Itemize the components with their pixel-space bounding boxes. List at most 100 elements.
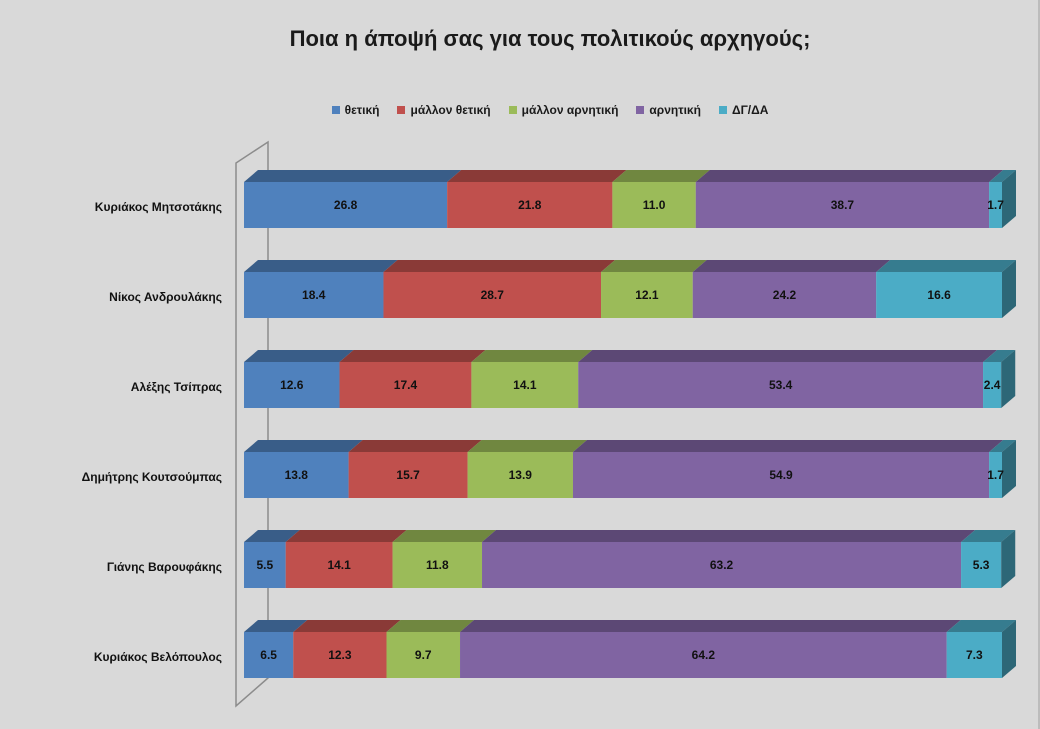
legend-swatch — [636, 106, 645, 114]
bar-segment — [244, 542, 286, 588]
bar-end-face — [1002, 170, 1016, 228]
bar-top-face — [244, 620, 308, 632]
bar-top-face — [946, 620, 1016, 632]
data-label: 21.8 — [518, 198, 542, 212]
category-label: Γιάνης Βαρουφάκης — [107, 560, 222, 574]
data-label: 15.7 — [396, 468, 420, 482]
bar-end-face — [1002, 620, 1016, 678]
bar-segment — [339, 362, 472, 408]
bar-segment — [692, 272, 877, 318]
bar-segment — [946, 632, 1002, 678]
bar-top-face — [386, 620, 475, 632]
bar-top-face — [695, 170, 1004, 182]
legend-item: μάλλον θετική — [397, 103, 491, 117]
legend-label: μάλλον θετική — [410, 103, 491, 117]
bar-top-face — [961, 530, 1016, 542]
data-label: 28.7 — [481, 288, 505, 302]
bar-segment — [244, 182, 448, 228]
data-label: 6.5 — [260, 648, 277, 662]
bar-top-face — [244, 170, 462, 182]
bar-top-face — [876, 260, 1016, 272]
bar-segment — [244, 362, 340, 408]
data-label: 38.7 — [831, 198, 855, 212]
data-label: 26.8 — [334, 198, 358, 212]
data-label: 17.4 — [394, 378, 418, 392]
bar-segment — [578, 362, 984, 408]
bar-end-face — [1001, 350, 1016, 408]
legend-label: θετική — [344, 103, 380, 117]
bar-segment — [983, 362, 1002, 408]
bar-segment — [392, 542, 483, 588]
data-label: 11.0 — [643, 198, 666, 212]
data-label: 54.9 — [769, 468, 793, 482]
data-label: 1.7 — [987, 468, 1004, 482]
bar-segment — [467, 452, 573, 498]
bar-segment — [989, 452, 1002, 498]
bar-segment — [695, 182, 990, 228]
bar-top-face — [293, 620, 401, 632]
bar-segment — [961, 542, 1002, 588]
bar-segment — [601, 272, 693, 318]
bar-segment — [989, 182, 1002, 228]
data-label: 24.2 — [773, 288, 797, 302]
bar-top-face — [989, 440, 1016, 452]
legend-swatch — [718, 106, 727, 114]
bar-segment — [471, 362, 579, 408]
bar-segment — [244, 272, 384, 318]
bar-segment — [348, 452, 468, 498]
bar-segment — [386, 632, 461, 678]
bar-top-face — [339, 350, 486, 362]
legend-label: αρνητική — [649, 103, 701, 117]
bar-top-face — [578, 350, 998, 362]
bar-end-face — [1001, 530, 1016, 588]
data-label: 2.4 — [984, 378, 1001, 392]
data-label: 63.2 — [710, 558, 734, 572]
legend-item: αρνητική — [636, 103, 701, 117]
legend-swatch — [397, 106, 406, 114]
bar-segment — [244, 452, 349, 498]
category-label: Δημήτρης Κουτσούμπας — [82, 470, 222, 484]
bar-top-face — [983, 350, 1016, 362]
bar-top-face — [471, 350, 593, 362]
category-label: Αλέξης Τσίπρας — [131, 380, 222, 394]
data-label: 53.4 — [769, 378, 793, 392]
bar-segment — [460, 632, 947, 678]
category-label: Νίκος Ανδρουλάκης — [109, 290, 222, 304]
data-label: 5.3 — [973, 558, 990, 572]
bar-top-face — [392, 530, 497, 542]
bar-top-face — [348, 440, 482, 452]
bar-top-face — [244, 260, 398, 272]
legend-label: μάλλον αρνητική — [521, 103, 619, 117]
legend-swatch — [331, 106, 340, 114]
data-label: 13.8 — [285, 468, 309, 482]
bar-end-face — [1002, 260, 1016, 318]
bar-top-face — [285, 530, 407, 542]
legend-swatch — [508, 106, 517, 114]
category-label: Κυριάκος Μητσοτάκης — [95, 200, 222, 214]
bar-end-face — [1002, 440, 1016, 498]
legend-item: ΔΓ/ΔΑ — [718, 103, 768, 117]
data-label: 12.1 — [635, 288, 659, 302]
bar-top-face — [612, 170, 710, 182]
data-label: 18.4 — [302, 288, 326, 302]
bar-segment — [612, 182, 696, 228]
bar-top-face — [244, 530, 300, 542]
data-label: 5.5 — [257, 558, 274, 572]
bar-top-face — [467, 440, 587, 452]
window-edge — [1038, 0, 1040, 729]
bar-top-face — [989, 170, 1016, 182]
data-label: 16.6 — [927, 288, 951, 302]
data-label: 14.1 — [513, 378, 537, 392]
legend: θετική μάλλον θετική μάλλον αρνητική αρνητι… — [0, 103, 1040, 117]
chart-title: Ποια η άποψή σας για τους πολιτικούς αρχ… — [289, 26, 811, 51]
data-label: 7.3 — [966, 648, 983, 662]
bar-top-face — [692, 260, 891, 272]
data-label: 12.3 — [328, 648, 352, 662]
data-label: 1.7 — [987, 198, 1004, 212]
bar-top-face — [447, 170, 627, 182]
bar-segment — [293, 632, 387, 678]
bar-segment — [383, 272, 602, 318]
data-label: 9.7 — [415, 648, 432, 662]
